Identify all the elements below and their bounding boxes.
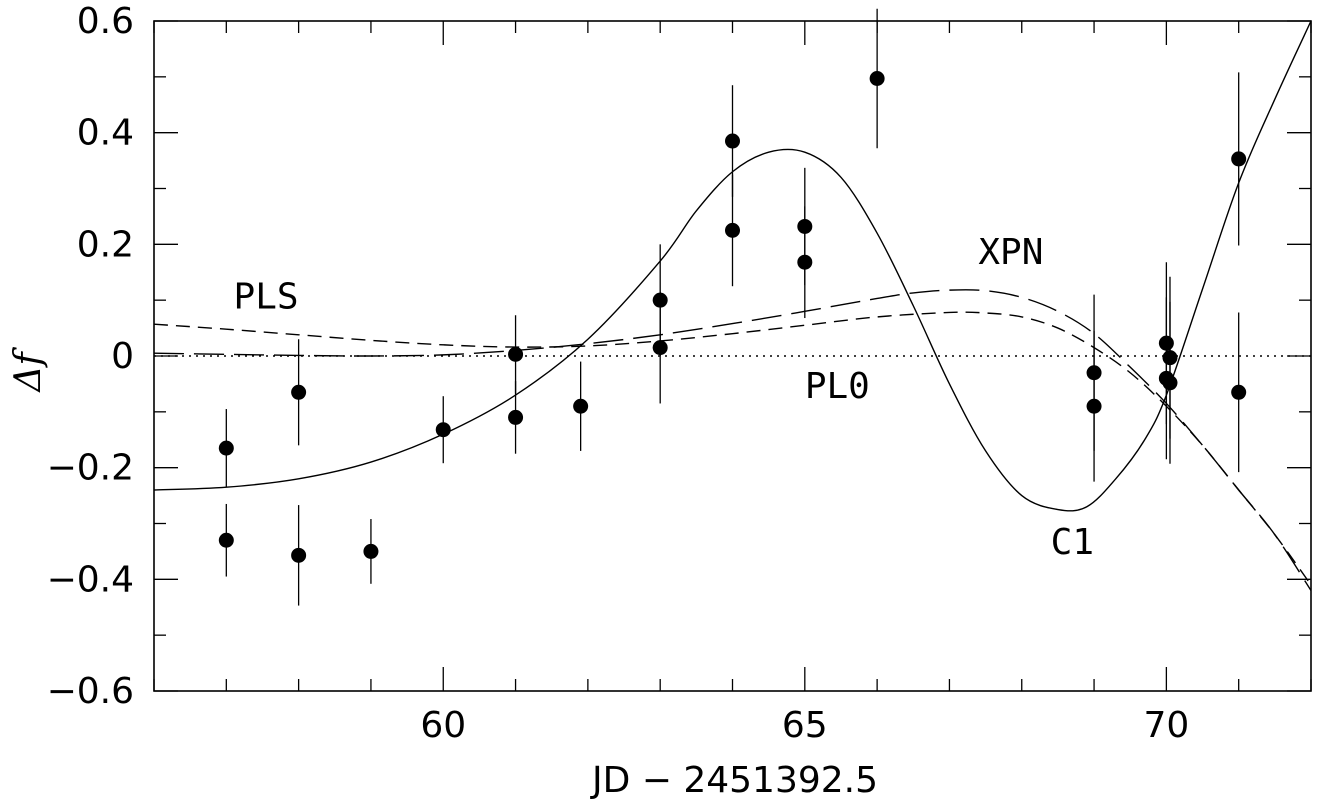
data-point	[218, 440, 234, 456]
curve-label-pls: PLS	[234, 277, 299, 318]
y-tick-label: −0.6	[47, 671, 134, 712]
x-tick-label: 70	[1143, 705, 1189, 746]
data-point	[291, 384, 307, 400]
annotations-layer: PLS XPN PL0 C1	[234, 232, 1094, 563]
data-points-layer	[218, 71, 1247, 563]
data-point	[797, 218, 813, 234]
data-point	[652, 292, 668, 308]
data-point	[1162, 350, 1178, 366]
axes-layer: 60 65 70 −0.6 −0.4 −0.2 0 0.2 0.4 0.6	[47, 1, 1312, 746]
data-point	[1162, 375, 1178, 391]
y-axis-label: Δf	[8, 347, 49, 394]
y-tick-label: 0.6	[77, 1, 134, 42]
data-point	[869, 71, 885, 87]
data-point	[652, 340, 668, 356]
error-bars-layer	[225, 8, 1240, 606]
data-point	[573, 398, 589, 414]
data-point	[508, 346, 524, 362]
data-point	[1231, 384, 1247, 400]
data-point	[435, 422, 451, 438]
data-point	[725, 133, 740, 149]
x-axis-label: JD − 2451392.5	[590, 760, 878, 801]
y-tick-label: −0.2	[47, 448, 134, 489]
data-point	[1086, 398, 1102, 414]
data-point	[1086, 365, 1102, 381]
data-point	[725, 222, 740, 238]
curve-label-xpn: XPN	[978, 232, 1043, 273]
y-tick-label: 0.2	[77, 224, 134, 265]
curve-xpn	[154, 289, 1311, 591]
data-point	[1231, 151, 1247, 167]
data-point	[363, 543, 379, 559]
x-tick-label: 60	[420, 705, 466, 746]
x-tick-label: 65	[782, 705, 828, 746]
data-point	[508, 409, 524, 425]
y-tick-label: 0	[111, 336, 134, 377]
data-point	[1158, 335, 1174, 351]
curve-pls	[154, 311, 1311, 586]
data-point	[797, 254, 813, 270]
y-tick-label: 0.4	[77, 113, 134, 154]
data-point	[291, 547, 307, 563]
curve-label-c1: C1	[1051, 522, 1094, 563]
curve-label-pl0: PL0	[805, 366, 870, 407]
data-point	[218, 532, 234, 548]
y-tick-label: −0.4	[47, 559, 134, 600]
